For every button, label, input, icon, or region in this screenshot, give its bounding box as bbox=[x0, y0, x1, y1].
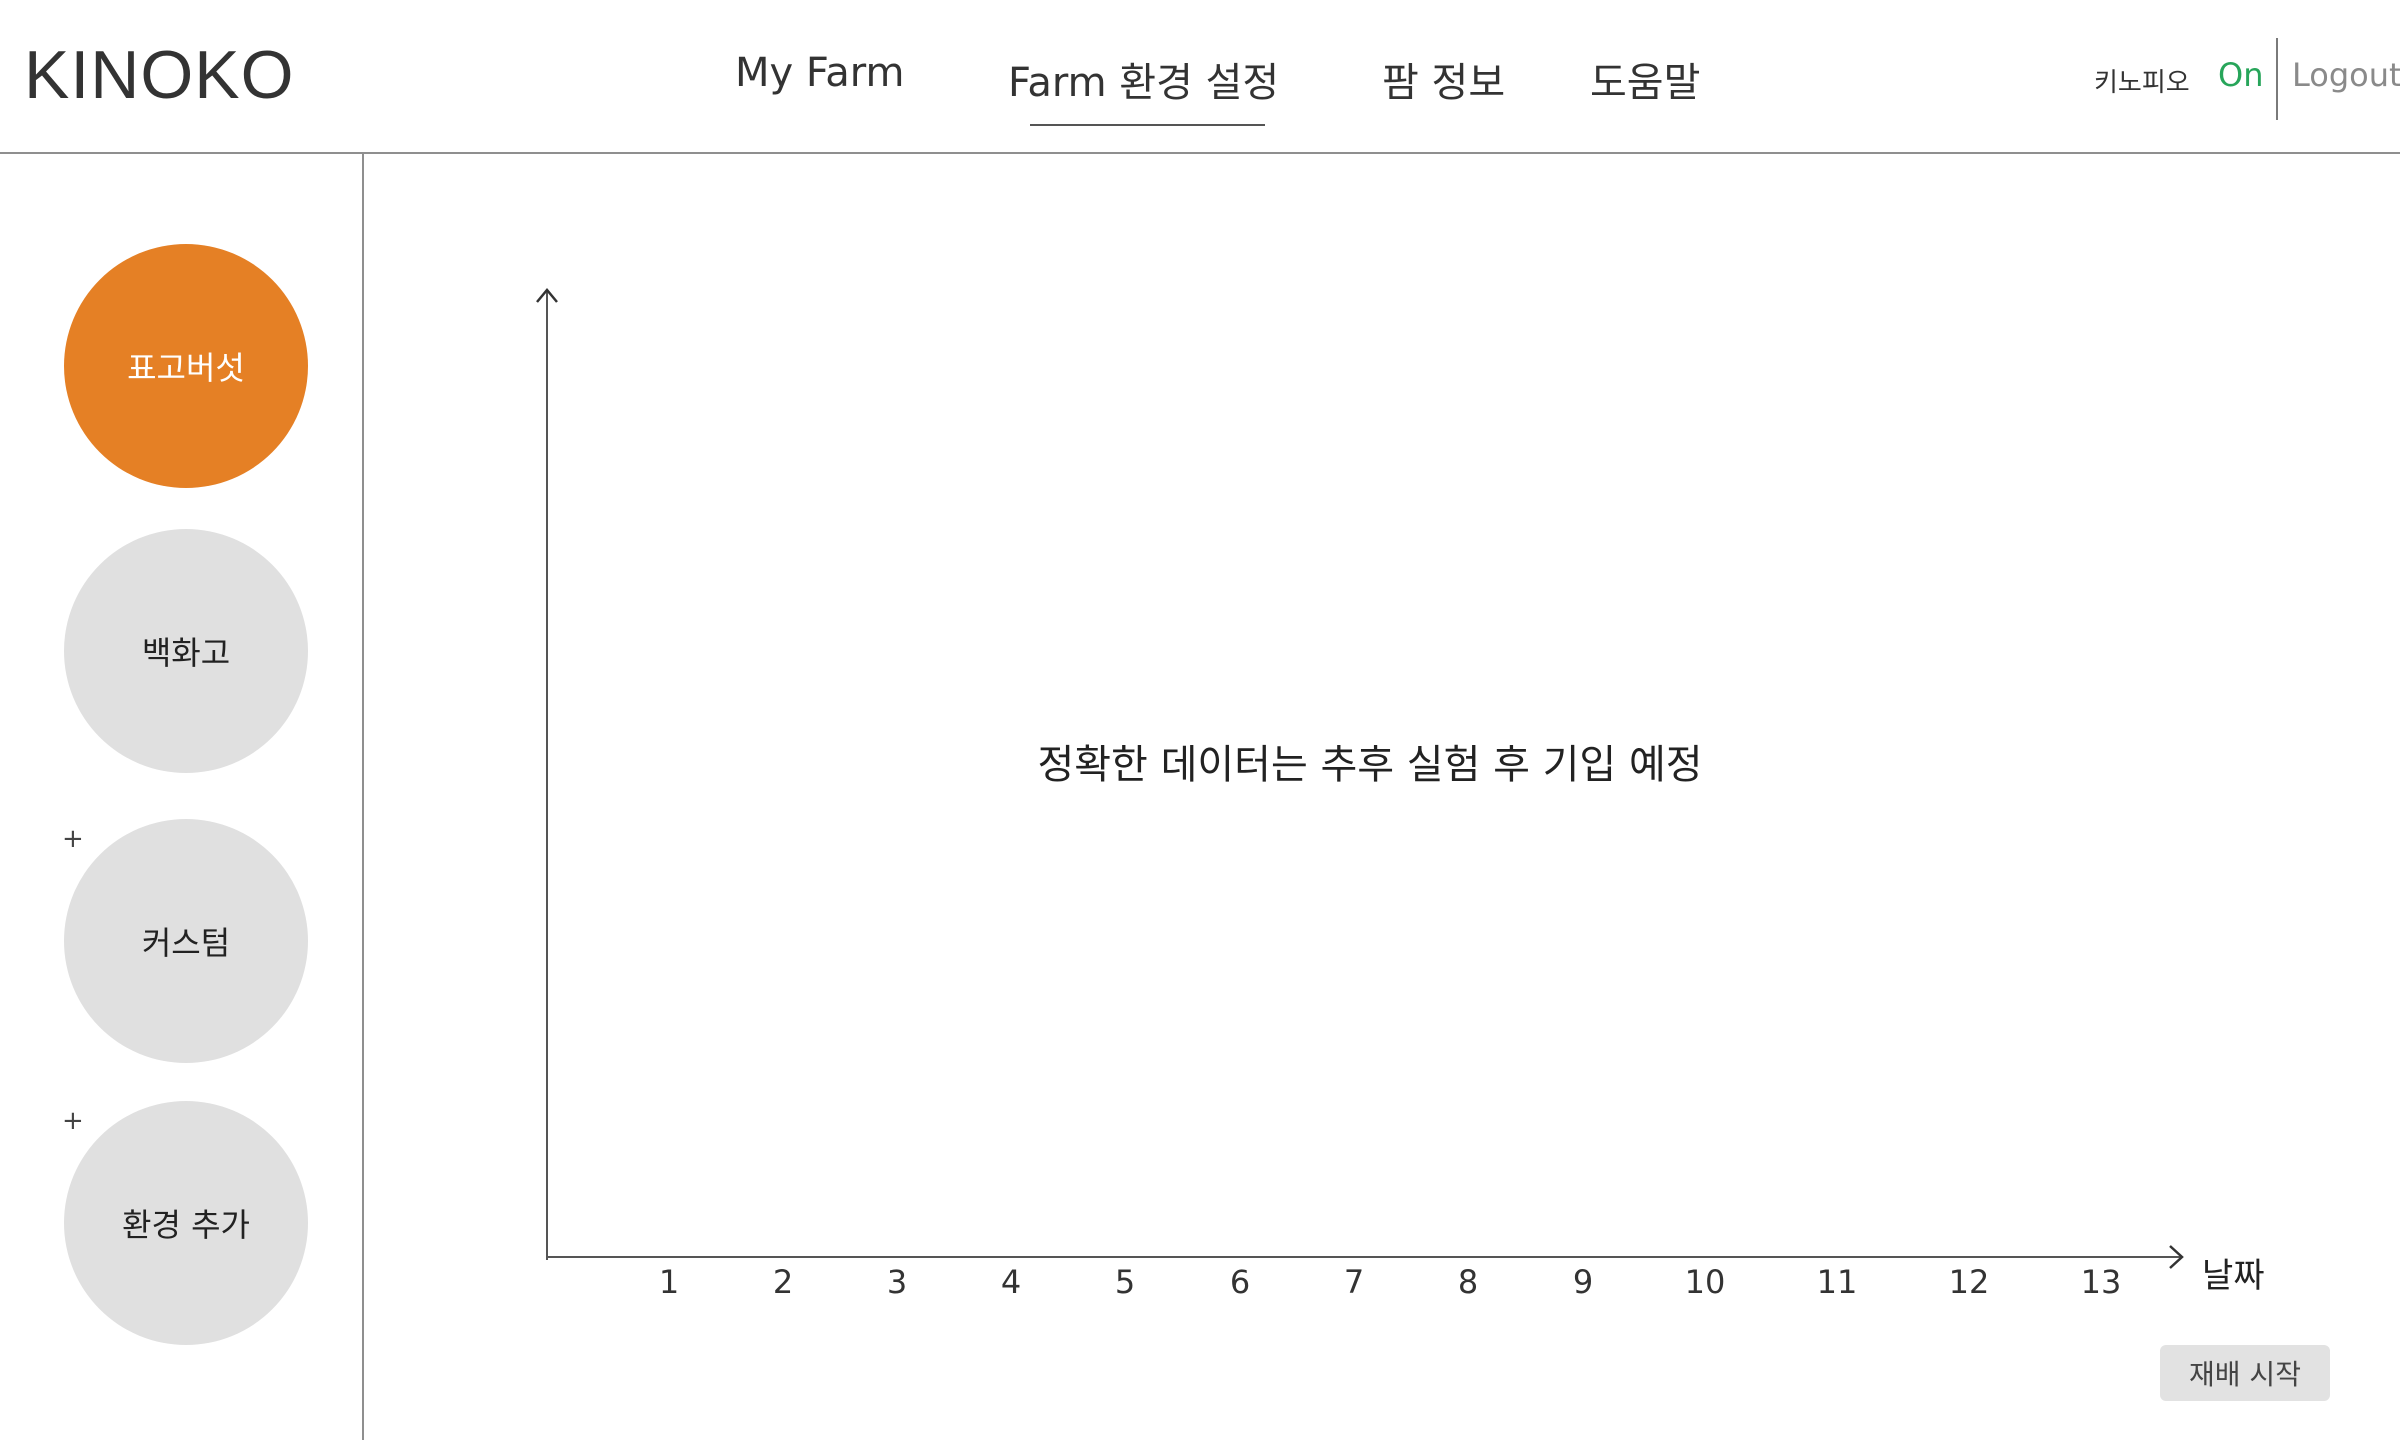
user-name: 키노피오 bbox=[2094, 68, 2190, 98]
nav-farm-settings[interactable]: Farm 환경 설정 bbox=[1008, 50, 1279, 126]
plus-icon: + bbox=[62, 1106, 84, 1136]
y-axis-arrow-icon bbox=[536, 288, 558, 303]
header-divider bbox=[2276, 38, 2278, 120]
x-tick-label: 11 bbox=[1817, 1263, 1858, 1300]
env-preset-baekhwago[interactable]: 백화고 bbox=[64, 529, 308, 773]
x-tick-label: 10 bbox=[1685, 1263, 1726, 1300]
x-tick-label: 3 bbox=[887, 1263, 907, 1300]
logout-button[interactable]: Logout bbox=[2292, 56, 2400, 94]
x-tick-label: 9 bbox=[1573, 1263, 1593, 1300]
app-logo[interactable]: KINOKO bbox=[24, 37, 295, 113]
x-tick-label: 6 bbox=[1230, 1263, 1250, 1300]
x-tick-label: 8 bbox=[1458, 1263, 1478, 1300]
x-tick-label: 5 bbox=[1115, 1263, 1135, 1300]
nav-help[interactable]: 도움말 bbox=[1590, 60, 1701, 106]
x-tick-label: 4 bbox=[1001, 1263, 1021, 1300]
nav-my-farm[interactable]: My Farm bbox=[735, 50, 905, 96]
x-axis-arrow-icon bbox=[2169, 1245, 2184, 1269]
add-environment-button[interactable]: 환경 추가 bbox=[64, 1101, 308, 1345]
nav-farm-info[interactable]: 팜 정보 bbox=[1382, 60, 1506, 106]
x-tick-label: 12 bbox=[1949, 1263, 1990, 1300]
env-preset-pyogo[interactable]: 표고버섯 bbox=[64, 244, 308, 488]
chart-placeholder-message: 정확한 데이터는 추후 실험 후 기입 예정 bbox=[1037, 742, 1703, 788]
x-tick-label: 2 bbox=[773, 1263, 793, 1300]
chart-canvas: 1 2 3 4 5 6 7 8 9 10 11 12 13 날짜 bbox=[536, 288, 2265, 1300]
growth-chart: 1 2 3 4 5 6 7 8 9 10 11 12 13 날짜 정확한 데이터는 추후 실험 후 기입… bbox=[520, 280, 2310, 1300]
x-tick-label: 7 bbox=[1344, 1263, 1364, 1300]
start-cultivation-button[interactable]: 재배 시작 bbox=[2160, 1345, 2330, 1401]
status-badge: On bbox=[2218, 56, 2264, 94]
top-header: KINOKO My Farm Farm 환경 설정 팜 정보 도움말 키노피오 … bbox=[0, 0, 2400, 154]
plus-icon: + bbox=[62, 824, 84, 854]
x-tick-label: 13 bbox=[2081, 1263, 2122, 1300]
sidebar: 표고버섯 백화고 + 커스텀 + 환경 추가 bbox=[0, 154, 364, 1440]
x-tick-label: 1 bbox=[659, 1263, 679, 1300]
x-axis-label: 날짜 bbox=[2202, 1256, 2265, 1296]
env-preset-custom[interactable]: 커스텀 bbox=[64, 819, 308, 1063]
